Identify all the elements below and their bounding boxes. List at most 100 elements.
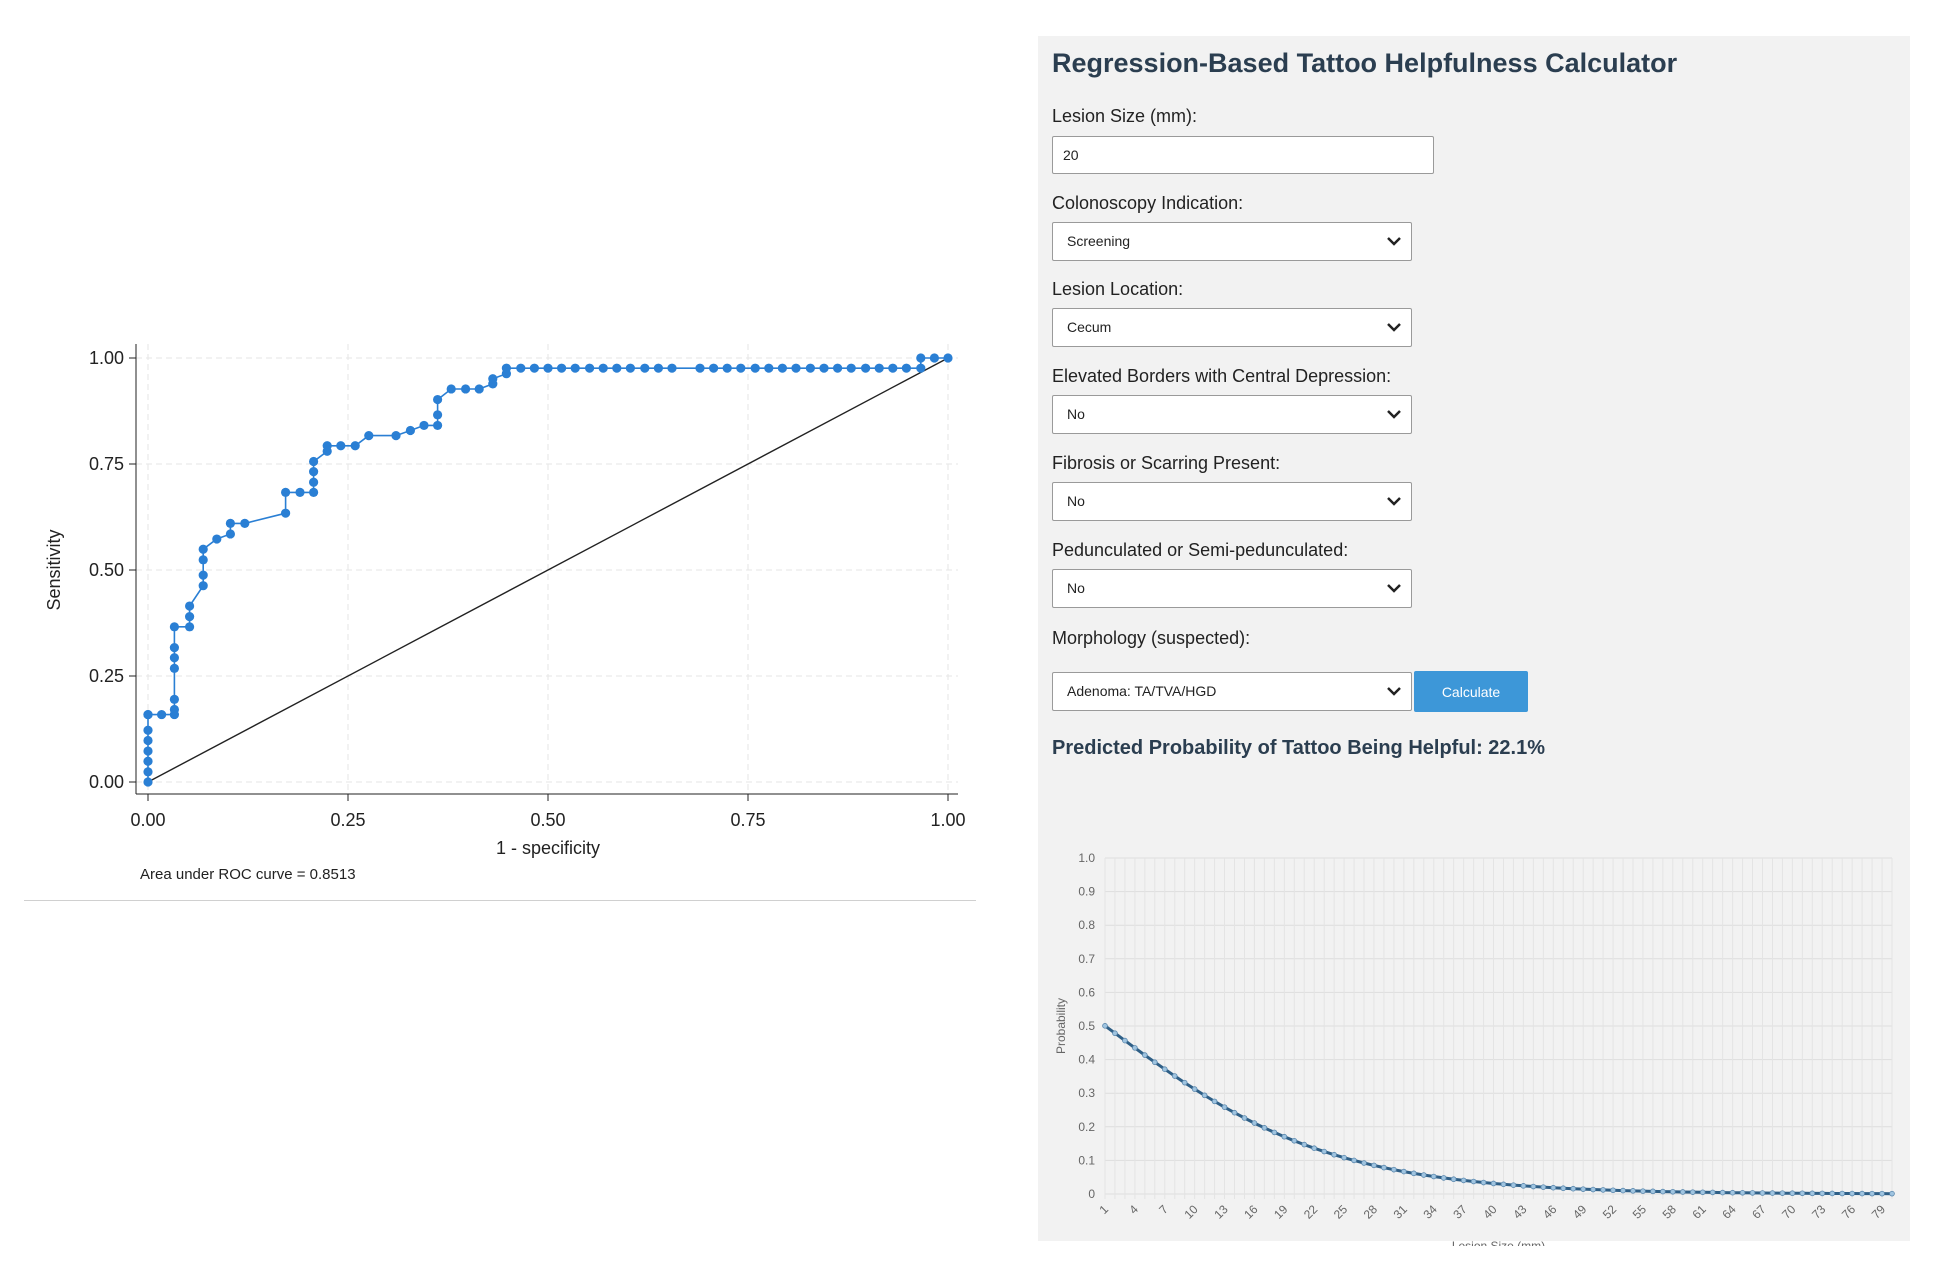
location-value: Cecum <box>1067 319 1112 335</box>
roc-point <box>916 353 926 363</box>
roc-point <box>169 653 179 663</box>
probability-chart: 0 0.1 0.2 0.3 0.4 0.5 0.6 0.7 0.8 0.9 1.0 1 4 7 10 13 16… <box>1054 851 1895 1246</box>
prob-point <box>1251 1120 1258 1126</box>
roc-point <box>640 363 650 373</box>
prob-x-tick-label: 28 <box>1361 1202 1381 1222</box>
prob-point <box>1660 1188 1666 1195</box>
prob-point <box>1211 1098 1218 1105</box>
prob-curve-line <box>1104 1024 1893 1196</box>
prob-point <box>1829 1190 1836 1197</box>
prob-point <box>1839 1190 1845 1197</box>
prob-point <box>1391 1166 1397 1173</box>
calculator-panel: Regression-Based Tattoo Helpfulness Calc… <box>1038 36 1910 1246</box>
prob-x-tick-label: 58 <box>1660 1202 1680 1222</box>
morphology-select[interactable]: Adenoma: TA/TVA/HGD <box>1052 672 1412 711</box>
roc-point <box>722 363 732 373</box>
roc-point <box>585 363 595 373</box>
prob-point <box>1709 1189 1716 1196</box>
roc-point <box>501 363 511 373</box>
prob-point <box>1430 1173 1437 1180</box>
prob-x-tick-label: 43 <box>1510 1202 1530 1222</box>
roc-point <box>433 410 443 420</box>
elevated-borders-value: No <box>1067 406 1085 422</box>
roc-point <box>736 363 746 373</box>
indication-select[interactable]: Screening <box>1052 222 1412 261</box>
prob-point <box>1132 1045 1138 1051</box>
prob-point <box>1221 1104 1228 1110</box>
roc-point <box>529 363 539 373</box>
roc-point <box>943 353 953 363</box>
prob-x-tick-label: 7 <box>1156 1202 1171 1217</box>
predicted-probability: Predicted Probability of Tattoo Being He… <box>1052 737 1546 759</box>
prob-point <box>1530 1183 1537 1190</box>
location-select[interactable]: Cecum <box>1052 308 1412 347</box>
prob-point <box>1231 1109 1238 1116</box>
pedunculated-select[interactable]: No <box>1052 569 1412 608</box>
prob-y-tick-label: 0.1 <box>1078 1153 1095 1167</box>
roc-point <box>570 363 580 373</box>
roc-y-tick-label: 0.25 <box>89 666 124 686</box>
prob-point <box>1281 1133 1288 1140</box>
divider <box>24 900 976 901</box>
roc-point <box>350 441 360 451</box>
prob-x-tick-label: 46 <box>1540 1202 1560 1222</box>
roc-chart-panel: 0.00 0.00 0.25 0.25 0.50 0.50 0.75 0.75 1.00 1.00… <box>24 330 976 900</box>
prob-point <box>1371 1162 1377 1169</box>
prob-point <box>1440 1175 1447 1181</box>
prob-point <box>1620 1187 1626 1194</box>
prob-point <box>1490 1180 1497 1187</box>
fibrosis-label: Fibrosis or Scarring Present: <box>1052 453 1281 473</box>
prob-x-tick-label: 13 <box>1211 1202 1231 1222</box>
roc-point <box>901 363 912 373</box>
prob-point <box>1450 1176 1457 1183</box>
prob-x-tick-label: 37 <box>1450 1202 1470 1222</box>
prob-point <box>1749 1190 1756 1196</box>
prob-point <box>1560 1185 1567 1192</box>
roc-point <box>143 735 153 746</box>
roc-point <box>309 467 319 477</box>
calculate-button[interactable]: Calculate <box>1414 671 1528 712</box>
prob-point <box>1201 1092 1208 1099</box>
prob-x-tick-label: 76 <box>1839 1202 1859 1222</box>
prob-y-tick-label: 0.2 <box>1078 1120 1095 1134</box>
prob-point <box>1570 1185 1577 1192</box>
prob-point <box>1869 1190 1875 1197</box>
prob-x-tick-label: 10 <box>1181 1202 1201 1222</box>
prob-point <box>1510 1182 1517 1188</box>
prob-point <box>1769 1190 1776 1196</box>
prob-point <box>1699 1189 1706 1196</box>
roc-point <box>405 425 415 436</box>
prob-x-tick-label: 49 <box>1570 1202 1590 1222</box>
prob-point <box>1889 1190 1895 1197</box>
prob-x-tick-label: 79 <box>1869 1202 1889 1222</box>
fibrosis-select[interactable]: No <box>1052 482 1412 521</box>
roc-point <box>805 363 816 373</box>
prob-x-tick-label: 25 <box>1331 1202 1351 1222</box>
prob-x-tick-label: 16 <box>1241 1202 1261 1222</box>
prob-point <box>1719 1189 1726 1196</box>
prob-x-tick-label: 22 <box>1301 1202 1321 1222</box>
roc-point <box>419 420 429 431</box>
prob-point <box>1679 1189 1686 1195</box>
prob-point <box>1580 1186 1586 1192</box>
roc-point <box>322 441 332 451</box>
prob-x-tick-label: 73 <box>1809 1202 1829 1222</box>
prob-point <box>1191 1086 1198 1092</box>
elevated-borders-select[interactable]: No <box>1052 395 1412 434</box>
roc-point <box>653 363 664 373</box>
prob-point <box>1341 1154 1347 1161</box>
lesion-size-input[interactable] <box>1052 136 1434 174</box>
roc-point <box>185 622 195 632</box>
roc-point <box>557 363 567 373</box>
prob-point <box>1789 1190 1796 1197</box>
prob-y-tick-label: 0.3 <box>1078 1086 1095 1100</box>
roc-x-axis-title: 1 - specificity <box>496 838 600 858</box>
prob-point <box>1241 1115 1248 1121</box>
roc-point <box>212 534 222 544</box>
prob-point <box>1550 1184 1557 1191</box>
prob-x-tick-label: 34 <box>1421 1202 1441 1222</box>
lesion-size-label: Lesion Size (mm): <box>1052 106 1198 126</box>
roc-point <box>309 456 319 467</box>
morphology-value: Adenoma: TA/TVA/HGD <box>1067 683 1217 699</box>
roc-point <box>185 601 195 611</box>
